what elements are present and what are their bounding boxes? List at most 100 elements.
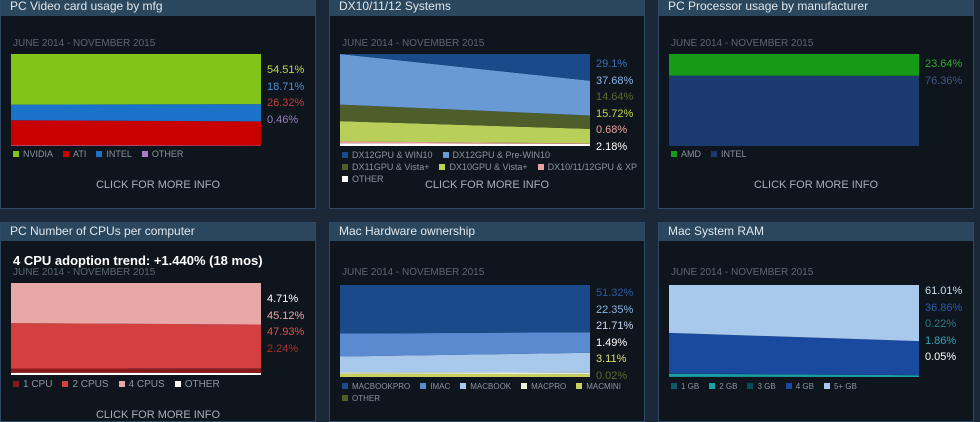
- legend-swatch: [13, 151, 19, 157]
- value-label: 45.12%: [267, 308, 304, 325]
- legend-swatch: [142, 151, 148, 157]
- value-label: 36.86%: [925, 300, 962, 317]
- value-label: 15.72%: [596, 106, 633, 123]
- legend-swatch: [747, 383, 753, 389]
- legend-item: NVIDIA: [13, 148, 53, 160]
- panel-cpus[interactable]: PC Number of CPUs per computer 4 CPU ado…: [0, 222, 316, 422]
- legend-label: DX10/11/12GPU & XP: [548, 162, 637, 172]
- more-info-link[interactable]: CLICK FOR MORE INFO: [1, 179, 315, 191]
- legend-label: 4 GB: [796, 382, 814, 391]
- legend-swatch: [786, 383, 792, 389]
- legend-item: 1 CPU: [13, 379, 52, 391]
- panel-title: PC Number of CPUs per computer: [1, 223, 315, 241]
- legend-swatch: [671, 383, 677, 389]
- value-label: 0.46%: [267, 112, 304, 129]
- value-list: 54.51%18.71%26.32%0.46%: [267, 62, 304, 128]
- legend-swatch: [671, 151, 677, 157]
- area-chart: [11, 54, 261, 146]
- more-info-link[interactable]: CLICK FOR MORE INFO: [1, 409, 315, 421]
- more-info-link[interactable]: CLICK FOR MORE INFO: [659, 179, 973, 191]
- date-range: JUNE 2014 - NOVEMBER 2015: [13, 38, 155, 49]
- legend-swatch: [63, 151, 69, 157]
- legend-swatch: [342, 164, 348, 170]
- legend-item: MACMINI: [576, 381, 621, 393]
- panel-mac-ram[interactable]: Mac System RAM JUNE 2014 - NOVEMBER 2015…: [658, 222, 974, 422]
- value-label: 54.51%: [267, 62, 304, 79]
- legend-label: MACBOOKPRO: [352, 382, 410, 391]
- value-list: 4.71%45.12%47.93%2.24%: [267, 291, 304, 357]
- panel-title: PC Processor usage by manufacturer: [659, 0, 973, 16]
- legend-item: MACBOOKPRO: [342, 381, 410, 393]
- legend-label: OTHER: [352, 394, 380, 403]
- area-series: [669, 54, 919, 76]
- legend-item: DX10GPU & Vista+: [439, 161, 527, 173]
- area-series: [11, 373, 261, 375]
- panel-body: 4 CPU adoption trend: +1.440% (18 mos) J…: [1, 241, 315, 421]
- legend-label: 5+ GB: [834, 382, 857, 391]
- legend-label: DX10GPU & Vista+: [449, 162, 527, 172]
- legend-swatch: [342, 395, 348, 401]
- legend-swatch: [13, 381, 19, 387]
- value-label: 0.68%: [596, 122, 633, 139]
- trend-banner: 4 CPU adoption trend: +1.440% (18 mos): [13, 253, 263, 268]
- legend-item: INTEL: [711, 148, 747, 160]
- legend-label: 3 GB: [757, 382, 775, 391]
- value-label: 76.36%: [925, 73, 962, 90]
- date-range: JUNE 2014 - NOVEMBER 2015: [671, 267, 813, 278]
- area-chart: [340, 54, 590, 146]
- legend-item: DX12GPU & Pre-WIN10: [443, 149, 551, 161]
- legend-swatch: [119, 381, 125, 387]
- legend-item: AMD: [671, 148, 701, 160]
- panel-video-card[interactable]: PC Video card usage by mfg JUNE 2014 - N…: [0, 0, 316, 209]
- panel-dx-systems[interactable]: DX10/11/12 Systems JUNE 2014 - NOVEMBER …: [329, 0, 645, 209]
- value-label: 51.32%: [596, 285, 633, 302]
- legend-swatch: [175, 381, 181, 387]
- panel-mac-hardware[interactable]: Mac Hardware ownership JUNE 2014 - NOVEM…: [329, 222, 645, 422]
- value-label: 4.71%: [267, 291, 304, 308]
- legend-swatch: [709, 383, 715, 389]
- legend-label: NVIDIA: [23, 149, 53, 159]
- legend-swatch: [538, 164, 544, 170]
- legend: AMD INTEL: [671, 148, 971, 160]
- area-series: [340, 374, 590, 377]
- area-series: [11, 104, 261, 121]
- panel-body: JUNE 2014 - NOVEMBER 2015 61.01%36.86%0.…: [659, 241, 973, 421]
- legend-label: DX12GPU & WIN10: [352, 150, 433, 160]
- legend-item: DX10/11/12GPU & XP: [538, 161, 637, 173]
- legend-swatch: [443, 152, 449, 158]
- value-label: 22.35%: [596, 302, 633, 319]
- area-series: [669, 285, 919, 341]
- area-chart: [340, 285, 590, 377]
- legend-item: MACBOOK: [460, 381, 511, 393]
- legend-item: 3 GB: [747, 381, 775, 393]
- legend-item: 1 GB: [671, 381, 699, 393]
- legend-swatch: [342, 383, 348, 389]
- area-series: [340, 285, 590, 334]
- value-label: 18.71%: [267, 79, 304, 96]
- value-label: 29.1%: [596, 56, 633, 73]
- value-list: 61.01%36.86%0.22%1.86%0.05%: [925, 283, 962, 366]
- legend-item: OTHER: [175, 379, 220, 391]
- date-range: JUNE 2014 - NOVEMBER 2015: [13, 267, 155, 278]
- panel-body: JUNE 2014 - NOVEMBER 2015 23.64%76.36% A…: [659, 16, 973, 208]
- value-label: 0.05%: [925, 349, 962, 366]
- legend-label: IMAC: [430, 382, 450, 391]
- legend-item: IMAC: [420, 381, 450, 393]
- panel-processor[interactable]: PC Processor usage by manufacturer JUNE …: [658, 0, 974, 209]
- legend-label: DX12GPU & Pre-WIN10: [453, 150, 551, 160]
- legend-item: DX12GPU & WIN10: [342, 149, 433, 161]
- legend-swatch: [824, 383, 830, 389]
- value-label: 37.68%: [596, 73, 633, 90]
- panel-body: JUNE 2014 - NOVEMBER 2015 54.51%18.71%26…: [1, 16, 315, 208]
- more-info-link[interactable]: CLICK FOR MORE INFO: [330, 179, 644, 191]
- legend-item: OTHER: [142, 148, 184, 160]
- value-list: 23.64%76.36%: [925, 56, 962, 89]
- value-label: 26.32%: [267, 95, 304, 112]
- area-series: [11, 54, 261, 105]
- area-series: [11, 120, 261, 145]
- legend-label: 1 CPU: [23, 379, 52, 390]
- legend-label: INTEL: [721, 149, 747, 159]
